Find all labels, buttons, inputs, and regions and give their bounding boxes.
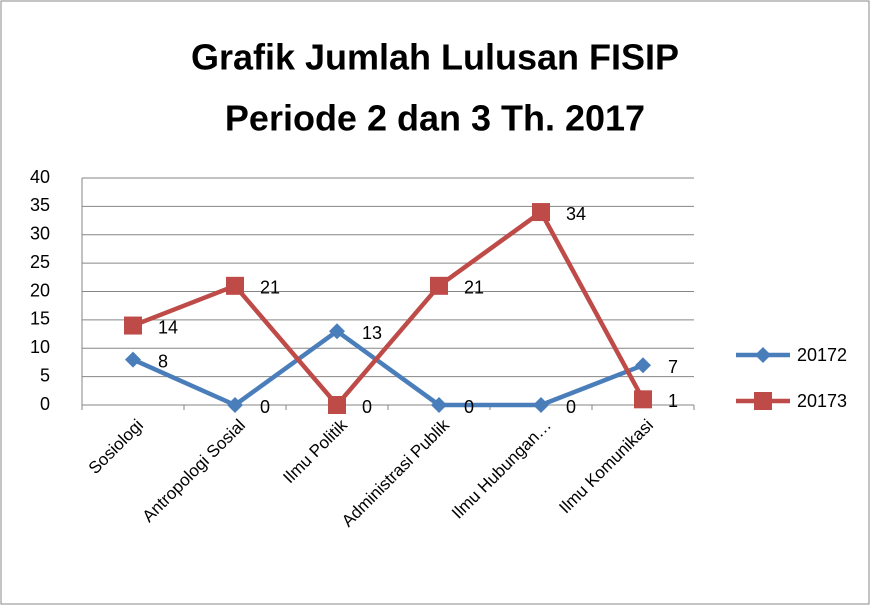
data-point (430, 276, 448, 295)
chart-title: Periode 2 dan 3 Th. 2017 (225, 98, 645, 139)
data-point (227, 397, 243, 413)
data-label: 8 (158, 351, 168, 371)
data-point (328, 396, 346, 414)
legend-label: 20172 (797, 345, 847, 365)
data-label: 21 (260, 278, 280, 298)
y-tick-label: 30 (30, 224, 50, 244)
data-label: 14 (158, 317, 178, 337)
series-line (132, 209, 645, 408)
data-point (532, 203, 550, 222)
y-tick-label: 35 (30, 195, 50, 215)
data-label: 34 (566, 204, 586, 224)
data-label: 0 (566, 397, 576, 417)
data-point (124, 316, 142, 335)
y-tick-label: 25 (30, 252, 50, 272)
data-label: 13 (362, 323, 382, 343)
chart-title: Grafik Jumlah Lulusan FISIP (191, 37, 679, 78)
y-tick-label: 10 (30, 337, 50, 357)
legend-marker (755, 347, 771, 363)
data-point (635, 357, 651, 374)
data-point (431, 397, 447, 413)
y-tick-label: 20 (30, 280, 50, 300)
data-label: 7 (668, 357, 678, 377)
y-tick-label: 0 (40, 394, 50, 414)
data-label: 0 (464, 397, 474, 417)
legend-label: 20173 (797, 391, 847, 411)
y-tick-label: 5 (40, 365, 50, 385)
data-label: 0 (260, 397, 270, 417)
legend-marker (754, 392, 772, 410)
y-tick-label: 40 (30, 167, 50, 187)
data-label: 1 (668, 391, 678, 411)
y-tick-label: 15 (30, 309, 50, 329)
data-point (533, 397, 549, 413)
data-point (226, 276, 244, 295)
data-point (634, 390, 652, 409)
data-point (125, 351, 141, 368)
series-line (132, 328, 644, 408)
data-label: 0 (362, 397, 372, 417)
data-label: 21 (464, 278, 484, 298)
data-point (329, 323, 345, 340)
